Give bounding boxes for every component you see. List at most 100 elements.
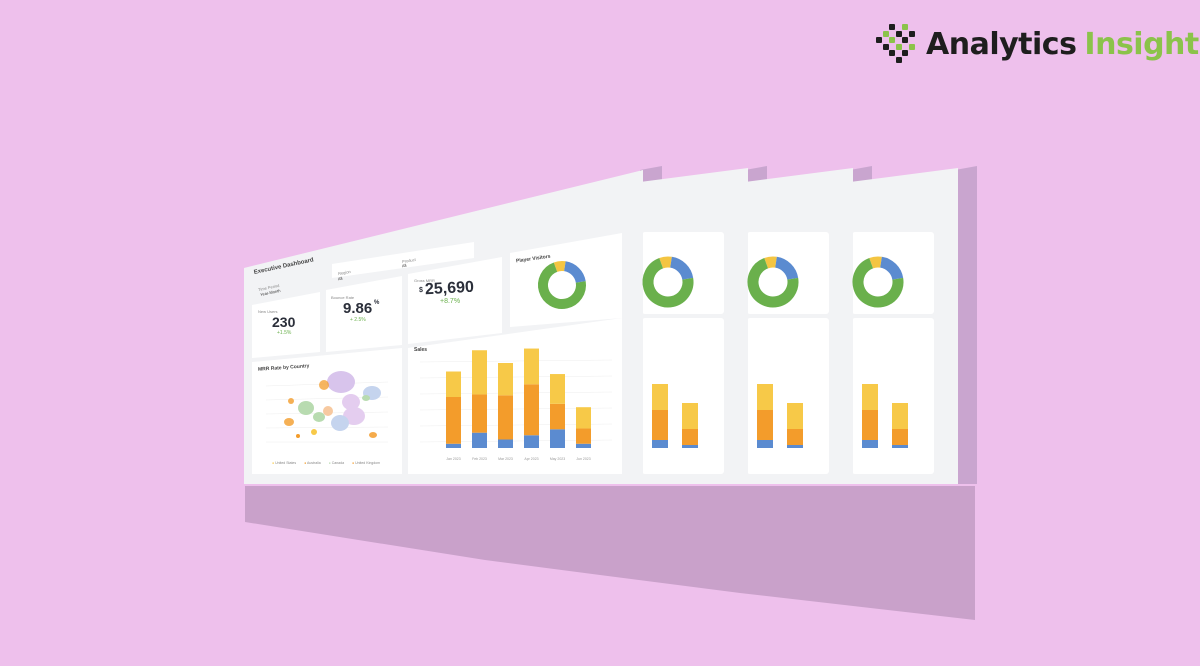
bar-segment [524, 384, 539, 436]
logo-cell [889, 37, 895, 43]
bar-segment [446, 397, 461, 444]
bar-segment [652, 384, 668, 410]
bar-title: Sales [414, 347, 428, 353]
bubble [313, 412, 325, 422]
bar-segment [892, 403, 908, 429]
bar-segment [787, 403, 803, 429]
donut-slice [764, 256, 777, 269]
bar-segment [524, 435, 539, 448]
logo-cell [895, 30, 902, 37]
donut-slice [669, 256, 694, 281]
bar-segment [576, 407, 591, 429]
logo-grid-icon [876, 24, 916, 64]
logo-cell [889, 24, 895, 30]
bar-segment [498, 363, 513, 396]
logo-cell [902, 24, 908, 30]
bar-segment [682, 403, 698, 429]
bar-segment [550, 374, 565, 404]
kpi-2-label: Bounce Rate [331, 295, 355, 300]
bar-segment [576, 443, 591, 448]
kpi-1-delta: +1.5% [277, 330, 292, 336]
bar-segment [498, 439, 513, 448]
bar-segment [446, 371, 461, 397]
bar-segment [757, 440, 773, 448]
grid-line [419, 359, 613, 363]
bar-segment [862, 440, 878, 448]
legend-item: ● Canada [328, 461, 345, 465]
bubble [327, 371, 355, 393]
bubble [323, 406, 333, 416]
tick-label: Jan 2023 [446, 457, 460, 461]
bar-segment [862, 384, 878, 410]
logo-cell [902, 37, 908, 43]
kpi-1-value: 230 [272, 314, 296, 330]
bubble [369, 432, 377, 438]
donut-slice [774, 256, 799, 281]
logo-cell [882, 30, 889, 37]
bubble [362, 395, 370, 401]
logo-cell [895, 43, 902, 50]
kpi-2-delta: + 2.5% [350, 317, 366, 323]
donut-card [510, 233, 622, 327]
legend-item: ● Australia [304, 461, 321, 465]
bar-segment [787, 445, 803, 448]
kpi-1-label: New Users [258, 309, 278, 314]
brand-name: Analytics Insight [926, 27, 1199, 62]
legend-item: ● United Kingdom [352, 461, 381, 465]
bar-segment [446, 443, 461, 448]
bar-segment [757, 384, 773, 410]
logo-cell [902, 50, 908, 56]
bubble [284, 418, 294, 426]
bar-segment [652, 440, 668, 448]
bar-segment [682, 429, 698, 445]
bubble-chart [265, 371, 389, 443]
donut-slice [642, 258, 694, 308]
tick-label: Jun 2023 [576, 457, 590, 461]
mini-donut [852, 256, 904, 308]
bubble [311, 429, 317, 435]
donut-chart [538, 261, 586, 309]
mini-donut [747, 256, 799, 308]
kpi-3-delta: +8.7% [440, 298, 461, 305]
bar-segment [524, 348, 539, 385]
donut-slice [659, 256, 672, 269]
donut-slice [747, 258, 799, 308]
bar-chart: Jan 2023 Feb 2023 Mar 2023 Apr 2023 May 2023… [419, 348, 613, 461]
brand-word-1: Analytics [926, 26, 1077, 62]
logo-cell [889, 50, 895, 56]
donut-slice [553, 261, 566, 272]
kpi-card-3 [408, 257, 502, 344]
mini-donut [642, 256, 694, 308]
bar-segment [472, 394, 487, 433]
tick-label: May 2023 [550, 457, 565, 461]
logo-cell [882, 43, 889, 50]
bar-segment [550, 403, 565, 430]
kpi-3-label: Gross MRR [414, 278, 435, 283]
donut-slice [563, 261, 586, 284]
bar-segment [862, 410, 878, 440]
tick-label: Apr 2023 [524, 457, 538, 461]
bar-segment [652, 410, 668, 440]
donut-slice [879, 256, 904, 281]
donut-slice [869, 256, 882, 269]
bubble [331, 415, 349, 431]
brand-logo: Analytics Insight [876, 22, 1199, 66]
bar-segment [472, 432, 487, 448]
kpi-card-2 [326, 276, 402, 352]
bar-segment [498, 395, 513, 440]
logo-cell [908, 43, 915, 50]
bubble [319, 380, 329, 390]
tick-label: Feb 2023 [472, 457, 487, 461]
logo-cell [895, 56, 902, 63]
logo-cell [908, 30, 915, 37]
brand-word-2: Insight [1084, 26, 1199, 62]
bubble [288, 398, 294, 404]
bubble-legend: ● United States ● Australia ● Canada ● U… [272, 461, 380, 465]
kpi-2-value: 9.86 [343, 300, 373, 317]
bubble [298, 401, 314, 415]
bar-segment [892, 429, 908, 445]
bar-segment [757, 410, 773, 440]
bar-segment [682, 445, 698, 448]
